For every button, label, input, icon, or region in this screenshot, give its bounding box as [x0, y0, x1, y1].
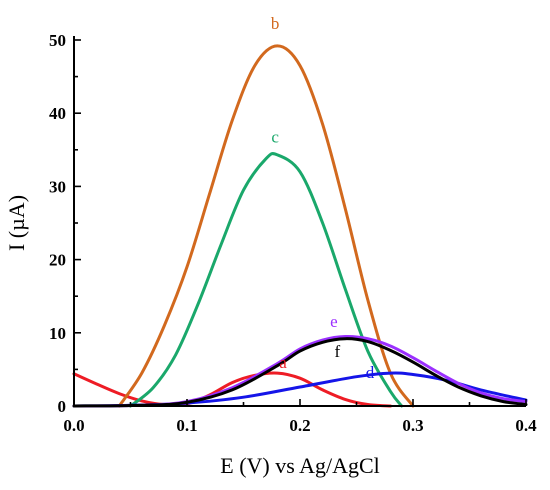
series-label-e: e — [330, 312, 338, 331]
x-tick-label: 0.0 — [63, 416, 84, 435]
y-axis-title: I (µA) — [4, 195, 29, 251]
x-tick-label: 0.1 — [176, 416, 197, 435]
series-line-f — [72, 337, 528, 408]
series-line-c — [129, 152, 404, 408]
y-tick-label: 40 — [49, 104, 66, 123]
y-tick-label: 50 — [49, 31, 66, 50]
axis-tick-labels: 0.0 0.1 0.2 0.3 0.4 0 10 20 30 40 50 — [49, 31, 537, 435]
series-label-d: d — [366, 363, 375, 382]
y-tick-label: 30 — [49, 177, 66, 196]
y-tick-label: 10 — [49, 324, 66, 343]
x-tick-label: 0.4 — [515, 416, 537, 435]
series-label-c: c — [271, 127, 279, 146]
series-line-b — [117, 44, 415, 408]
y-tick-label: 0 — [58, 397, 67, 416]
x-tick-label: 0.2 — [289, 416, 310, 435]
x-axis-title: E (V) vs Ag/AgCl — [220, 453, 380, 478]
series-label-a: a — [279, 353, 287, 372]
series-labels: a b c d ef — [271, 14, 375, 382]
series-label-b: b — [271, 14, 280, 33]
series-curves — [72, 44, 528, 408]
y-tick-label: 20 — [49, 251, 66, 270]
x-tick-label: 0.3 — [402, 416, 423, 435]
series-label-f: f — [334, 342, 340, 361]
